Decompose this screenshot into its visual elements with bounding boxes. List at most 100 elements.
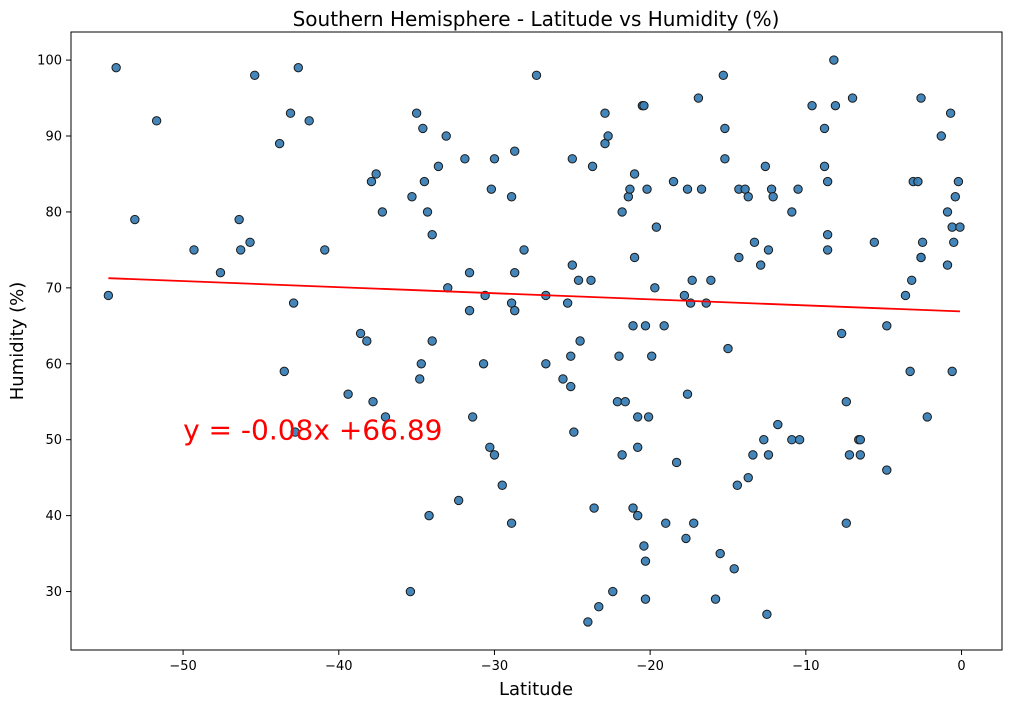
- data-point: [916, 252, 926, 263]
- data-point: [701, 298, 711, 308]
- data-point: [659, 321, 669, 331]
- data-point: [453, 495, 464, 506]
- data-point: [947, 366, 957, 377]
- data-point: [245, 237, 255, 248]
- data-point: [215, 267, 226, 278]
- data-point: [822, 230, 833, 240]
- data-point: [419, 176, 430, 187]
- data-point: [418, 123, 428, 134]
- data-point: [936, 131, 946, 141]
- data-point: [807, 100, 817, 111]
- data-point: [189, 245, 199, 255]
- data-point: [787, 207, 797, 217]
- data-point: [763, 450, 774, 460]
- x-tick-label: −40: [325, 659, 352, 674]
- data-point: [847, 93, 858, 103]
- data-point: [510, 146, 520, 156]
- data-point: [510, 267, 520, 278]
- data-point: [460, 154, 470, 164]
- data-point: [464, 267, 475, 278]
- data-point: [497, 480, 507, 490]
- data-point: [424, 510, 434, 521]
- data-point: [566, 381, 576, 392]
- data-point: [773, 419, 783, 430]
- data-point: [720, 123, 730, 134]
- data-point: [573, 275, 584, 285]
- data-point: [945, 108, 956, 118]
- data-point: [639, 541, 649, 551]
- data-point: [942, 207, 953, 217]
- data-point: [763, 245, 774, 255]
- data-point: [710, 594, 721, 604]
- data-point: [427, 230, 437, 240]
- data-point: [368, 397, 378, 407]
- data-point: [586, 275, 596, 285]
- x-tick-label: −20: [636, 659, 663, 674]
- data-point: [371, 169, 381, 179]
- data-point: [830, 100, 841, 111]
- data-point: [629, 252, 640, 263]
- data-point: [760, 161, 771, 172]
- data-point: [608, 586, 618, 597]
- data-point: [632, 442, 643, 452]
- data-point: [489, 450, 500, 460]
- data-point: [681, 533, 691, 544]
- data-point: [594, 602, 604, 612]
- data-point: [822, 245, 833, 255]
- regression-line: [108, 277, 960, 313]
- x-tick-label: −30: [481, 659, 508, 674]
- data-point: [304, 116, 314, 126]
- data-point: [612, 397, 623, 407]
- data-point: [651, 222, 662, 232]
- data-point: [343, 389, 353, 399]
- data-point: [844, 450, 855, 460]
- data-point: [415, 374, 425, 384]
- data-point: [743, 192, 753, 202]
- data-point: [647, 351, 657, 361]
- data-point: [486, 184, 497, 194]
- data-point: [715, 548, 725, 559]
- chart-title: Southern Hemisphere - Latitude vs Humidi…: [293, 7, 780, 31]
- data-point: [822, 176, 833, 187]
- y-tick-label: 100: [37, 54, 62, 69]
- y-axis-ticks: 30 40 50 60 70 80 90 100: [37, 54, 71, 600]
- data-point: [819, 161, 830, 172]
- data-point: [567, 260, 578, 270]
- data-point: [829, 55, 839, 65]
- data-point: [766, 184, 777, 194]
- data-point: [285, 108, 296, 118]
- x-tick-label: −50: [169, 659, 196, 674]
- data-point: [661, 518, 671, 528]
- data-point: [355, 328, 366, 339]
- data-point: [819, 123, 830, 134]
- data-point: [362, 336, 372, 346]
- data-point: [629, 169, 640, 179]
- data-point: [640, 321, 651, 331]
- data-point: [558, 374, 568, 384]
- data-point: [907, 275, 917, 285]
- data-point: [759, 434, 769, 445]
- data-point: [732, 480, 743, 490]
- data-point: [955, 222, 965, 232]
- data-point: [366, 176, 377, 187]
- data-point: [628, 321, 638, 331]
- data-point: [234, 214, 244, 225]
- regression-equation: y = -0.08x +66.89: [183, 414, 442, 447]
- data-point: [623, 192, 634, 202]
- data-point: [407, 192, 417, 202]
- data-point: [836, 328, 847, 339]
- data-point: [729, 564, 739, 574]
- y-tick-label: 50: [45, 433, 62, 448]
- data-point: [617, 450, 627, 460]
- data-point: [506, 192, 517, 202]
- data-point: [682, 389, 693, 399]
- data-point: [643, 412, 654, 422]
- data-point: [794, 434, 805, 445]
- data-point: [411, 108, 422, 118]
- data-point: [235, 245, 246, 255]
- data-point: [290, 427, 300, 437]
- data-point: [422, 207, 433, 217]
- data-point: [531, 70, 542, 80]
- y-tick-label: 30: [45, 585, 62, 600]
- data-point: [693, 93, 704, 103]
